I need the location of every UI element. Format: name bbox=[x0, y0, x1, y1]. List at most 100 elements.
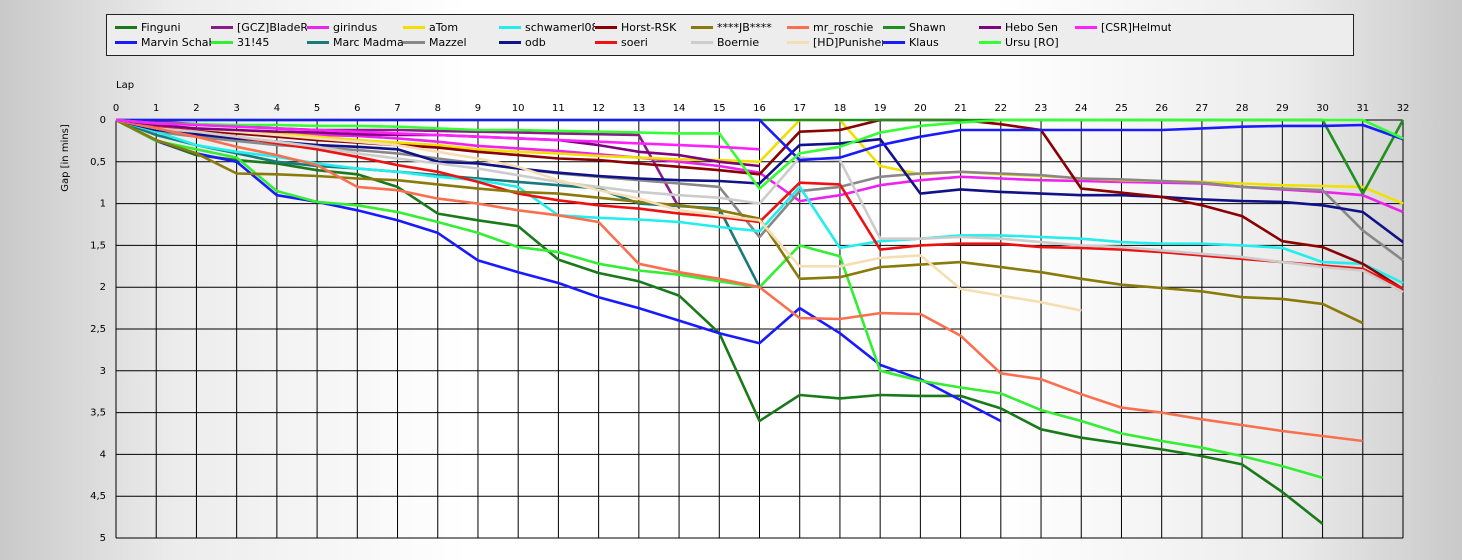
y-tick-label: 1,5 bbox=[90, 240, 106, 251]
legend-label: mr_roschie bbox=[813, 21, 874, 34]
legend-label: [CSR]Helmutsz bbox=[1101, 21, 1171, 34]
legend-swatch bbox=[979, 41, 1001, 44]
x-tick-label: 16 bbox=[753, 103, 766, 114]
legend-label: Boernie bbox=[717, 36, 760, 49]
legend-label: Marc Madman bbox=[333, 36, 403, 49]
x-tick-label: 32 bbox=[1397, 103, 1410, 114]
legend-swatch bbox=[211, 26, 233, 29]
series-line bbox=[115, 118, 1364, 325]
legend-swatch bbox=[979, 26, 1001, 29]
x-tick-label: 10 bbox=[512, 103, 525, 114]
legend-label: 31!45 bbox=[237, 36, 270, 49]
x-tick-label: 20 bbox=[914, 103, 927, 114]
series-line bbox=[116, 118, 1404, 162]
legend-item: [CSR]Helmutsz bbox=[1075, 20, 1171, 35]
legend-swatch bbox=[691, 41, 713, 44]
legend-item: Finguni bbox=[115, 20, 211, 35]
legend-item: Marvin Schabert bbox=[115, 35, 211, 50]
x-tick-label: 0 bbox=[113, 103, 119, 114]
legend-label: odb bbox=[525, 36, 546, 49]
legend-item: Ursu [RO] bbox=[979, 35, 1075, 50]
x-tick-label: 27 bbox=[1196, 103, 1209, 114]
y-tick-label: 0,5 bbox=[90, 157, 106, 168]
legend-swatch bbox=[691, 26, 713, 29]
legend-item: Boernie bbox=[691, 35, 787, 50]
legend-swatch bbox=[403, 26, 425, 29]
legend-label: Klaus bbox=[909, 36, 939, 49]
x-tick-label: 21 bbox=[954, 103, 967, 114]
x-tick-label: 12 bbox=[592, 103, 605, 114]
legend-item: ****JB**** bbox=[691, 20, 787, 35]
legend-label: girindus bbox=[333, 21, 378, 34]
x-tick-label: 22 bbox=[994, 103, 1007, 114]
legend-label: [HD]Punisher bbox=[813, 36, 883, 49]
series-line bbox=[115, 118, 760, 151]
legend-item: Klaus bbox=[883, 35, 979, 50]
x-tick-label: 5 bbox=[314, 103, 320, 114]
legend-item: aTom bbox=[403, 20, 499, 35]
x-tick-label: 30 bbox=[1316, 103, 1329, 114]
x-tick-label: 6 bbox=[354, 103, 360, 114]
legend-swatch bbox=[1075, 26, 1097, 29]
legend-item: soeri bbox=[595, 35, 691, 50]
x-tick-label: 1 bbox=[153, 103, 159, 114]
legend-swatch bbox=[787, 41, 809, 44]
x-tick-label: 4 bbox=[274, 103, 280, 114]
legend-swatch bbox=[403, 41, 425, 44]
x-tick-label: 9 bbox=[475, 103, 481, 114]
y-tick-label: 4 bbox=[100, 449, 106, 460]
legend-label: Finguni bbox=[141, 21, 181, 34]
x-tick-label: 28 bbox=[1236, 103, 1249, 114]
series-line bbox=[115, 118, 1404, 294]
series-line bbox=[115, 118, 1404, 190]
legend-item: schwamerl08141 bbox=[499, 20, 595, 35]
legend-item: Horst-RSK bbox=[595, 20, 691, 35]
legend-label: soeri bbox=[621, 36, 648, 49]
legend-label: Hebo Sen bbox=[1005, 21, 1058, 34]
legend-swatch bbox=[211, 41, 233, 44]
x-tick-label: 13 bbox=[632, 103, 645, 114]
legend-item: odb bbox=[499, 35, 595, 50]
x-axis-title: Lap bbox=[116, 80, 134, 91]
legend-swatch bbox=[307, 26, 329, 29]
x-tick-label: 3 bbox=[233, 103, 239, 114]
legend-item: girindus bbox=[307, 20, 403, 35]
legend-swatch bbox=[307, 41, 329, 44]
series-lines bbox=[115, 118, 1405, 525]
y-tick-label: 3 bbox=[100, 366, 106, 377]
legend-item: mr_roschie bbox=[787, 20, 883, 35]
legend-swatch bbox=[499, 41, 521, 44]
legend-label: ****JB**** bbox=[717, 21, 772, 34]
legend-item: Hebo Sen bbox=[979, 20, 1075, 35]
x-tick-label: 29 bbox=[1276, 103, 1289, 114]
legend-label: schwamerl08141 bbox=[525, 21, 595, 34]
legend-item: Mazzel bbox=[403, 35, 499, 50]
legend-label: Ursu [RO] bbox=[1005, 36, 1059, 49]
legend-swatch bbox=[499, 26, 521, 29]
series-line bbox=[115, 118, 1404, 291]
x-tick-label: 15 bbox=[713, 103, 726, 114]
legend-label: Marvin Schabert bbox=[141, 36, 211, 49]
y-tick-label: 0 bbox=[100, 115, 106, 126]
x-tick-label: 17 bbox=[793, 103, 806, 114]
legend-label: Shawn bbox=[909, 21, 946, 34]
legend-swatch bbox=[115, 41, 137, 44]
legend-swatch bbox=[115, 26, 137, 29]
legend-item: Marc Madman bbox=[307, 35, 403, 50]
legend-swatch bbox=[595, 26, 617, 29]
series-line bbox=[115, 118, 1404, 244]
series-line bbox=[115, 118, 1363, 443]
y-tick-label: 2,5 bbox=[90, 324, 106, 335]
x-tick-label: 25 bbox=[1115, 103, 1128, 114]
series-line bbox=[115, 118, 1323, 480]
x-tick-label: 23 bbox=[1035, 103, 1048, 114]
legend-item: 31!45 bbox=[211, 35, 307, 50]
legend-label: Horst-RSK bbox=[621, 21, 677, 34]
legend-item: [GCZ]BladeRunner74 bbox=[211, 20, 307, 35]
legend-item: [HD]Punisher bbox=[787, 35, 883, 50]
y-tick-label: 3,5 bbox=[90, 408, 106, 419]
series-line bbox=[115, 118, 1002, 423]
y-tick-label: 5 bbox=[100, 533, 106, 544]
y-tick-label: 2 bbox=[100, 282, 106, 293]
